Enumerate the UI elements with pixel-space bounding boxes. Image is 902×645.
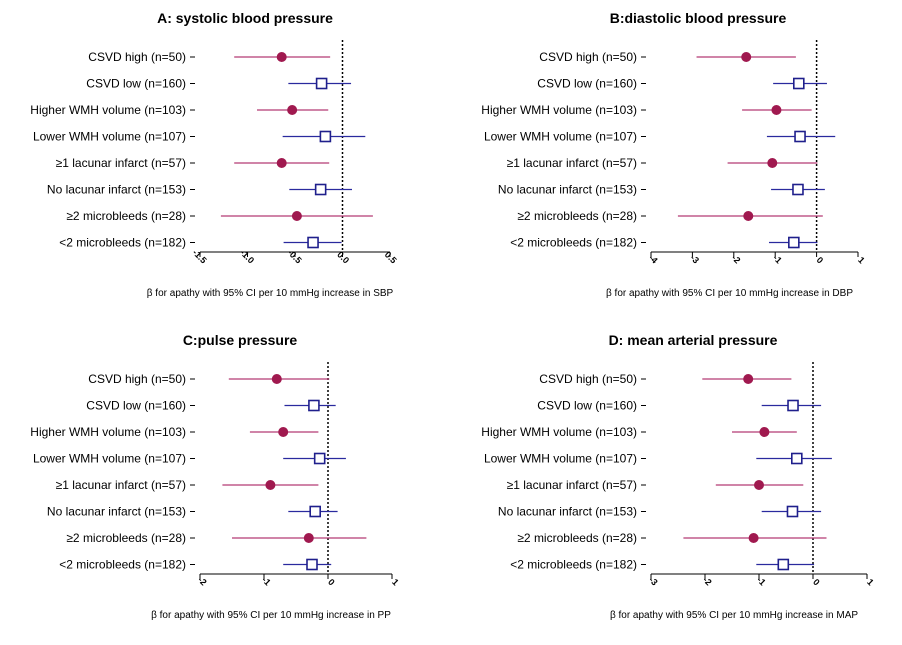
category-label: CSVD low (n=160) (86, 399, 186, 413)
forest-plot-c: C:pulse pressure CSVD high (n=50) CSVD low… (30, 332, 401, 621)
category-label: No lacunar infarct (n=153) (47, 505, 186, 519)
category-label: CSVD high (n=50) (88, 372, 186, 386)
category-label: Lower WMH volume (n=107) (484, 130, 637, 144)
category-label: Higher WMH volume (n=103) (481, 425, 637, 439)
estimate-point-circle (771, 105, 782, 115)
forest-panel-d: D: mean arterial pressure CSVD high (n=50… (451, 322, 902, 644)
estimate-point-circle (265, 480, 276, 490)
forest-plot-b: B:diastolic blood pressure CSVD high (n=5… (481, 10, 867, 299)
estimate-point-square (794, 130, 806, 143)
category-label: No lacunar infarct (n=153) (498, 505, 637, 519)
estimate-point-circle (291, 211, 302, 221)
estimate-point-circle (767, 158, 778, 168)
estimate-point-circle (271, 374, 282, 384)
x-tick-label: -1 (260, 575, 273, 588)
category-label: CSVD low (n=160) (86, 77, 186, 91)
estimate-point-square (306, 558, 318, 571)
forest-panel-b: B:diastolic blood pressure CSVD high (n=5… (451, 0, 902, 322)
x-tick-label: -1 (755, 575, 768, 588)
forest-panel-a: A: systolic blood pressure CSVD high (n=5… (0, 0, 451, 322)
forest-panel-c: C:pulse pressure CSVD high (n=50) CSVD low… (0, 322, 451, 644)
category-label: Higher WMH volume (n=103) (30, 103, 186, 117)
estimate-point-circle (276, 158, 287, 168)
x-axis-label: β for apathy with 95% CI per 10 mmHg inc… (147, 288, 394, 299)
estimate-point-square (786, 505, 799, 518)
category-label: ≥2 microbleeds (n=28) (66, 209, 186, 223)
category-label: ≥2 microbleeds (n=28) (517, 209, 637, 223)
x-axis-label: β for apathy with 95% CI per 10 mmHg inc… (610, 610, 858, 621)
x-tick-label: -0.5 (286, 247, 304, 265)
estimate-point-square (313, 452, 326, 465)
chart-title: B:diastolic blood pressure (610, 10, 787, 26)
x-tick-label: 0 (815, 255, 826, 266)
estimate-point-square (319, 130, 332, 143)
category-label: No lacunar infarct (n=153) (498, 183, 637, 197)
estimate-point-square (777, 558, 790, 571)
estimate-point-circle (759, 427, 770, 437)
category-label: ≥1 lacunar infarct (n=57) (56, 478, 186, 492)
estimate-point-square (792, 183, 804, 196)
estimate-point-square (314, 183, 327, 196)
estimate-point-square (787, 399, 799, 412)
estimate-point-circle (743, 374, 754, 384)
chart-title: D: mean arterial pressure (609, 332, 778, 348)
x-tick-label: -1.5 (191, 247, 209, 265)
x-tick-label: -1 (771, 253, 784, 266)
x-tick-label: 0 (811, 577, 822, 588)
estimate-point-square (788, 236, 800, 249)
category-label: Lower WMH volume (n=107) (33, 130, 186, 144)
forest-plot-a: A: systolic blood pressure CSVD high (n=5… (30, 10, 398, 299)
x-axis-label: β for apathy with 95% CI per 10 mmHg inc… (151, 610, 391, 621)
category-label: <2 microbleeds (n=182) (59, 558, 186, 572)
estimate-point-circle (287, 105, 298, 115)
x-tick-label: 1 (856, 255, 867, 266)
estimate-point-square (307, 236, 319, 249)
estimate-point-circle (743, 211, 754, 221)
category-label: <2 microbleeds (n=182) (510, 236, 637, 250)
x-axis-label: β for apathy with 95% CI per 10 mmHg inc… (606, 288, 853, 299)
category-label: CSVD low (n=160) (537, 399, 637, 413)
x-tick-label: -3 (647, 575, 660, 588)
category-label: CSVD high (n=50) (539, 372, 637, 386)
forest-plot-d: D: mean arterial pressure CSVD high (n=50… (481, 332, 876, 621)
estimate-point-square (790, 452, 803, 465)
category-label: <2 microbleeds (n=182) (59, 236, 186, 250)
category-label: No lacunar infarct (n=153) (47, 183, 186, 197)
category-label: Higher WMH volume (n=103) (481, 103, 637, 117)
estimate-point-circle (303, 533, 314, 543)
category-label: ≥1 lacunar infarct (n=57) (507, 156, 637, 170)
x-tick-label: -4 (647, 253, 660, 266)
category-label: Lower WMH volume (n=107) (33, 452, 186, 466)
estimate-point-circle (748, 533, 759, 543)
x-tick-label: 1 (865, 577, 876, 588)
estimate-point-circle (754, 480, 764, 490)
chart-title: A: systolic blood pressure (157, 10, 333, 26)
x-tick-label: 1 (390, 577, 401, 588)
category-label: Lower WMH volume (n=107) (484, 452, 637, 466)
estimate-point-square (308, 399, 320, 412)
chart-title: C:pulse pressure (183, 332, 298, 348)
x-tick-label: -2 (701, 575, 714, 588)
category-label: ≥2 microbleeds (n=28) (517, 531, 637, 545)
estimate-point-square (315, 77, 328, 90)
x-tick-label: -2 (196, 575, 209, 588)
x-tick-label: -2 (730, 253, 743, 266)
category-label: CSVD high (n=50) (539, 50, 637, 64)
category-label: CSVD low (n=160) (537, 77, 637, 91)
category-label: ≥2 microbleeds (n=28) (66, 531, 186, 545)
estimate-point-circle (276, 52, 287, 62)
estimate-point-circle (741, 52, 752, 62)
x-tick-label: 0 (326, 577, 337, 588)
category-label: ≥1 lacunar infarct (n=57) (507, 478, 637, 492)
category-label: <2 microbleeds (n=182) (510, 558, 637, 572)
category-label: Higher WMH volume (n=103) (30, 425, 186, 439)
estimate-point-square (792, 77, 805, 90)
x-tick-label: -1.0 (238, 247, 256, 265)
estimate-point-circle (278, 427, 289, 437)
x-tick-label: -3 (688, 253, 701, 266)
category-label: CSVD high (n=50) (88, 50, 186, 64)
estimate-point-square (309, 505, 322, 518)
category-label: ≥1 lacunar infarct (n=57) (56, 156, 186, 170)
